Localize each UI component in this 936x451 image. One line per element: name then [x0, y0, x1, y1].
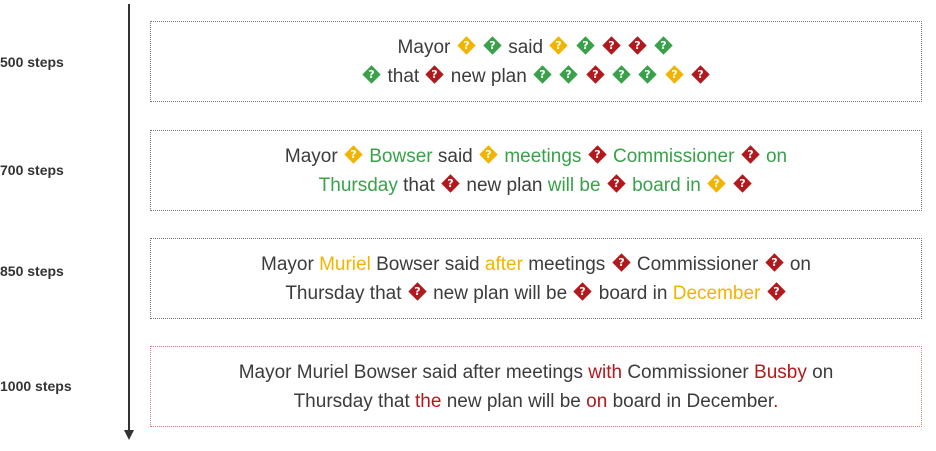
unknown-token-icon: [607, 173, 626, 193]
word-token: on: [812, 361, 834, 383]
word-token: meetings: [504, 145, 582, 167]
word-token: Bowser said: [376, 253, 480, 275]
unknown-token-icon: [691, 64, 710, 84]
word-token: December: [672, 282, 761, 304]
unknown-token-icon: [740, 144, 760, 164]
unknown-token-icon: [549, 35, 569, 55]
word-token: board in: [598, 282, 668, 304]
word-token: new plan: [466, 174, 543, 196]
word-token: board in: [632, 174, 701, 196]
unknown-token-icon: [441, 173, 460, 193]
word-token: new plan will be: [433, 282, 568, 304]
unknown-token-icon: [664, 64, 684, 84]
word-token: Commissioner: [627, 361, 749, 383]
word-token: Muriel: [319, 253, 371, 275]
sentence-box-1000: Mayor Muriel Bowser said after meetings …: [150, 346, 922, 427]
unknown-token-icon: [585, 64, 605, 84]
word-token: will be: [547, 174, 601, 196]
sentence-text: Mayor Muriel Bowser said after meetings …: [216, 250, 856, 308]
word-token: Commissioner: [612, 145, 735, 167]
step-label-700: 700 steps: [0, 162, 64, 178]
unknown-token-icon: [533, 64, 552, 84]
unknown-token-icon: [573, 281, 593, 301]
sentence-text: Mayor Muriel Bowser said after meetings …: [216, 358, 856, 416]
unknown-token-icon: [766, 281, 786, 301]
word-token: the: [415, 390, 442, 412]
word-token: Thursday: [318, 174, 398, 196]
word-token: meetings: [528, 253, 606, 275]
word-token: Bowser: [369, 145, 433, 167]
step-label-850: 850 steps: [0, 263, 64, 279]
unknown-token-icon: [612, 64, 631, 84]
word-token: that: [387, 65, 420, 87]
word-token: Thursday that: [285, 282, 402, 304]
step-label-500: 500 steps: [0, 54, 64, 70]
unknown-token-icon: [479, 144, 498, 164]
word-token: Busby: [754, 361, 807, 383]
word-token: .: [773, 390, 779, 412]
timeline-arrow-line: [128, 4, 130, 430]
word-token: said: [508, 36, 544, 58]
unknown-token-icon: [764, 252, 784, 272]
unknown-token-icon: [628, 35, 647, 55]
unknown-token-icon: [733, 173, 753, 193]
sentence-box-850: Mayor Muriel Bowser said after meetings …: [150, 238, 922, 319]
word-token: Mayor: [397, 36, 451, 58]
sentence-box-700: Mayor Bowser said meetings Commissioner …: [150, 130, 922, 211]
unknown-token-icon: [654, 35, 674, 55]
sentence-box-500: Mayor said that new plan: [150, 21, 922, 102]
word-token: new plan will be: [446, 390, 581, 412]
word-token: with: [588, 361, 623, 383]
word-token: on: [586, 390, 608, 412]
unknown-token-icon: [611, 252, 631, 272]
word-token: Mayor: [284, 145, 338, 167]
word-token: on: [789, 253, 811, 275]
unknown-token-icon: [575, 35, 595, 55]
unknown-token-icon: [588, 144, 607, 164]
word-token: new plan: [450, 65, 527, 87]
unknown-token-icon: [559, 64, 579, 84]
word-token: Mayor: [261, 253, 314, 275]
unknown-token-icon: [638, 64, 657, 84]
unknown-token-icon: [344, 144, 363, 164]
unknown-token-icon: [483, 35, 502, 55]
word-token: after: [484, 253, 523, 275]
word-token: on: [765, 145, 788, 167]
word-token: Thursday that: [293, 390, 410, 412]
sentence-text: Mayor Bowser said meetings Commissioner …: [216, 142, 856, 200]
unknown-token-icon: [408, 281, 427, 301]
word-token: Mayor Muriel Bowser said after meetings: [238, 361, 583, 383]
unknown-token-icon: [707, 173, 726, 193]
word-token: board in December: [612, 390, 774, 412]
sentence-text: Mayor said that new plan: [216, 33, 856, 91]
unknown-token-icon: [425, 64, 445, 84]
word-token: that: [403, 174, 435, 196]
timeline-arrow-head: [124, 430, 134, 440]
unknown-token-icon: [602, 35, 621, 55]
unknown-token-icon: [362, 64, 381, 84]
unknown-token-icon: [456, 35, 476, 55]
step-label-1000: 1000 steps: [0, 378, 72, 394]
word-token: said: [437, 145, 473, 167]
word-token: Commissioner: [636, 253, 759, 275]
